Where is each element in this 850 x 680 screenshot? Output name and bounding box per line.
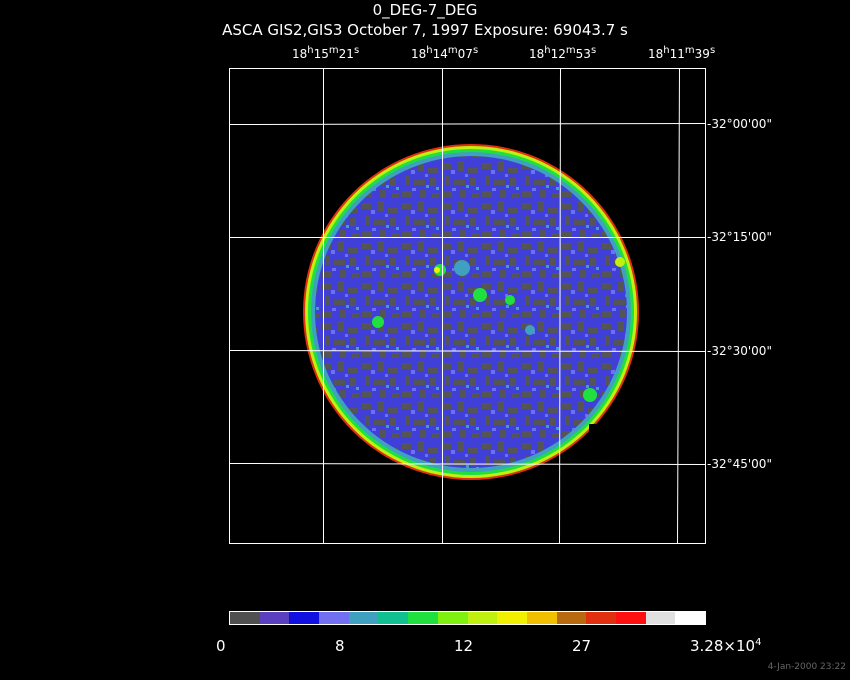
colorbar-swatch-13 bbox=[615, 612, 646, 624]
ra-label-1: 18h15m21s bbox=[292, 45, 360, 61]
dec-label-2: -32°15'00" bbox=[707, 230, 772, 244]
dec-label-1: -32°00'00" bbox=[707, 117, 772, 131]
colorbar-swatch-3 bbox=[319, 612, 349, 624]
footer-timestamp: 4-Jan-2000 23:22 bbox=[767, 662, 846, 672]
colorbar-tick-max: 3.28×104 bbox=[690, 637, 762, 655]
colorbar-swatch-0 bbox=[230, 612, 260, 624]
dec-label-4: -32°45'00" bbox=[707, 457, 772, 471]
colorbar-swatch-7 bbox=[437, 612, 468, 624]
ra-label-2: 18h14m07s bbox=[411, 45, 479, 61]
coordinate-grid bbox=[228, 67, 707, 545]
colorbar-swatch-4 bbox=[348, 612, 379, 624]
ra-label-3: 18h12m53s bbox=[529, 45, 597, 61]
colorbar-tick-27: 27 bbox=[572, 637, 592, 655]
image-title: 0_DEG-7_DEG bbox=[372, 1, 478, 19]
colorbar-swatch-1 bbox=[259, 612, 290, 624]
colorbar-swatch-8 bbox=[467, 612, 498, 624]
colorbar-tick-8: 8 bbox=[335, 637, 345, 655]
detector-disk bbox=[303, 144, 639, 480]
colorbar-tick-0: 0 bbox=[216, 637, 226, 655]
colorbar-tick-12: 12 bbox=[454, 637, 474, 655]
colorbar-swatch-5 bbox=[378, 612, 409, 624]
colorbar bbox=[229, 611, 706, 625]
colorbar-swatch-12 bbox=[586, 612, 616, 624]
colorbar-swatch-9 bbox=[497, 612, 527, 624]
colorbar-swatch-2 bbox=[289, 612, 320, 624]
colorbar-swatch-6 bbox=[408, 612, 438, 624]
colorbar-swatch-11 bbox=[556, 612, 587, 624]
image-subtitle: ASCA GIS2,GIS3 October 7, 1997 Exposure:… bbox=[222, 21, 628, 39]
ra-label-4: 18h11m39s bbox=[648, 45, 716, 61]
colorbar-swatch-15 bbox=[675, 612, 705, 624]
colorbar-swatch-10 bbox=[526, 612, 557, 624]
colorbar-swatch-14 bbox=[645, 612, 676, 624]
dec-label-3: -32°30'00" bbox=[707, 344, 772, 358]
